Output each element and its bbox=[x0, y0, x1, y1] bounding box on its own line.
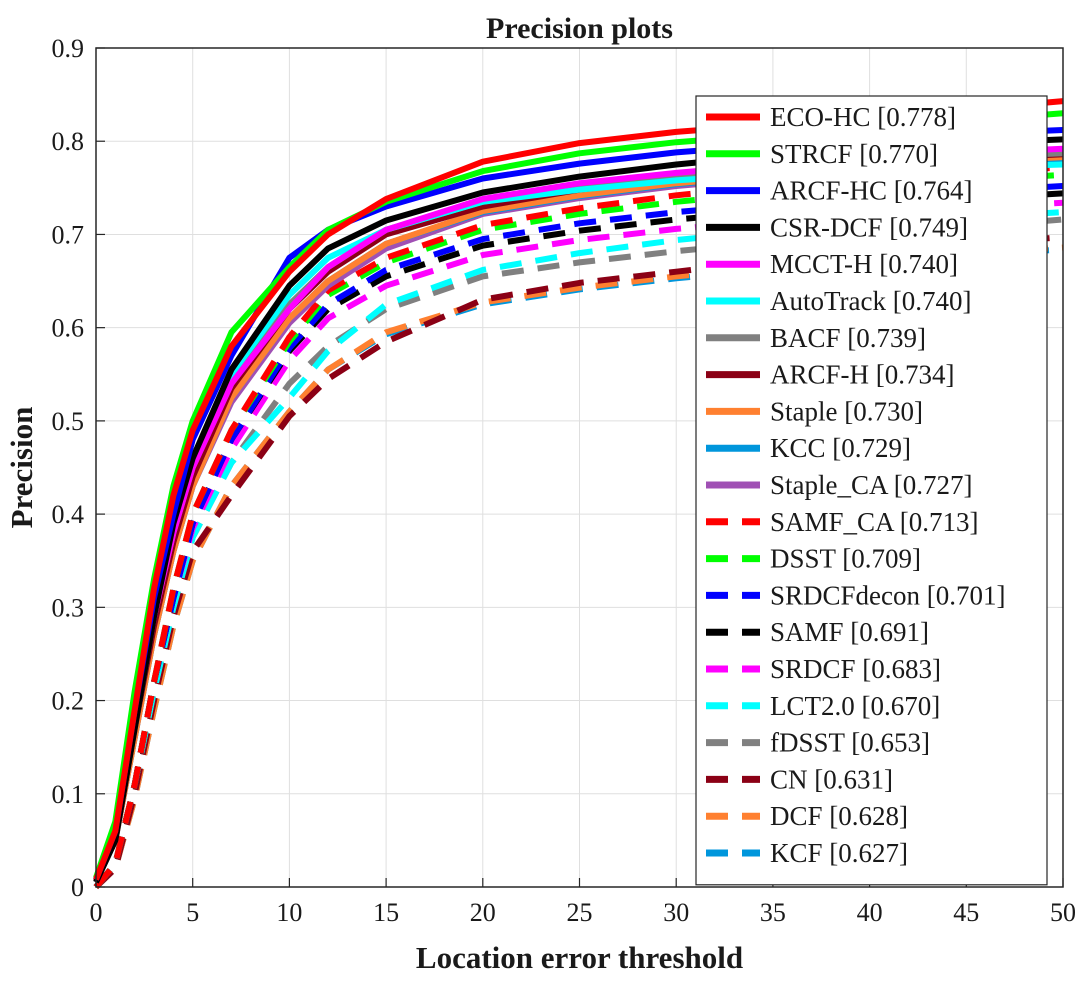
y-axis-title: Precision bbox=[4, 407, 39, 529]
x-tick-label: 0 bbox=[90, 898, 103, 927]
legend-label: fDSST [0.653] bbox=[770, 728, 930, 758]
legend-label: SAMF_CA [0.713] bbox=[770, 507, 979, 537]
x-tick-label: 25 bbox=[567, 898, 593, 927]
y-tick-label: 0.1 bbox=[52, 780, 85, 809]
x-tick-label: 5 bbox=[186, 898, 199, 927]
axis-ticks: 0 5 10 15 20 25 30 35 40 45 50 0 0.1 0.2 0.3 0.4 0.5 0.6 0… bbox=[52, 34, 1077, 927]
x-tick-label: 40 bbox=[857, 898, 883, 927]
legend-label: KCF [0.627] bbox=[770, 838, 908, 868]
x-tick-label: 30 bbox=[663, 898, 689, 927]
legend-label: DCF [0.628] bbox=[770, 801, 908, 831]
x-axis-title: Location error threshold bbox=[416, 940, 743, 975]
legend-label: ARCF-H [0.734] bbox=[770, 360, 955, 390]
y-tick-label: 0.9 bbox=[52, 34, 85, 63]
legend-label: KCC [0.729] bbox=[770, 433, 911, 463]
x-tick-label: 35 bbox=[760, 898, 786, 927]
series-line-11 bbox=[93, 164, 1064, 889]
legend-label: CN [0.631] bbox=[770, 764, 893, 794]
legend-label: Staple [0.730] bbox=[770, 396, 923, 426]
legend-label: Staple_CA [0.727] bbox=[770, 470, 973, 500]
y-tick-label: 0.6 bbox=[52, 314, 85, 343]
x-tick-label: 15 bbox=[373, 898, 399, 927]
legend-label: MCCT-H [0.740] bbox=[770, 249, 958, 279]
legend-label: SAMF [0.691] bbox=[770, 617, 929, 647]
y-tick-label: 0.2 bbox=[52, 687, 85, 716]
legend: ECO-HC [0.778] STRCF [0.770] ARCF-HC [0.76… bbox=[695, 95, 1048, 886]
y-tick-label: 0.4 bbox=[52, 500, 85, 529]
y-tick-label: 0.5 bbox=[52, 407, 85, 436]
legend-label: DSST [0.709] bbox=[770, 544, 921, 574]
legend-label: BACF [0.739] bbox=[770, 323, 926, 353]
legend-label: ARCF-HC [0.764] bbox=[770, 176, 973, 206]
y-tick-label: 0 bbox=[71, 873, 84, 902]
chart-title: Precision plots bbox=[486, 12, 673, 45]
y-tick-label: 0.3 bbox=[52, 593, 85, 622]
y-tick-label: 0.8 bbox=[52, 127, 85, 156]
x-tick-label: 45 bbox=[953, 898, 979, 927]
legend-label: SRDCFdecon [0.701] bbox=[770, 580, 1006, 610]
legend-label: ECO-HC [0.778] bbox=[770, 102, 956, 132]
x-tick-label: 20 bbox=[470, 898, 496, 927]
legend-label: CSR-DCF [0.749] bbox=[770, 212, 968, 242]
x-tick-label: 50 bbox=[1050, 898, 1076, 927]
legend-label: LCT2.0 [0.670] bbox=[770, 691, 940, 721]
legend-label: STRCF [0.770] bbox=[770, 139, 938, 169]
legend-label: SRDCF [0.683] bbox=[770, 654, 941, 684]
y-tick-label: 0.7 bbox=[52, 220, 85, 249]
legend-label: AutoTrack [0.740] bbox=[770, 286, 972, 316]
x-tick-label: 10 bbox=[276, 898, 302, 927]
